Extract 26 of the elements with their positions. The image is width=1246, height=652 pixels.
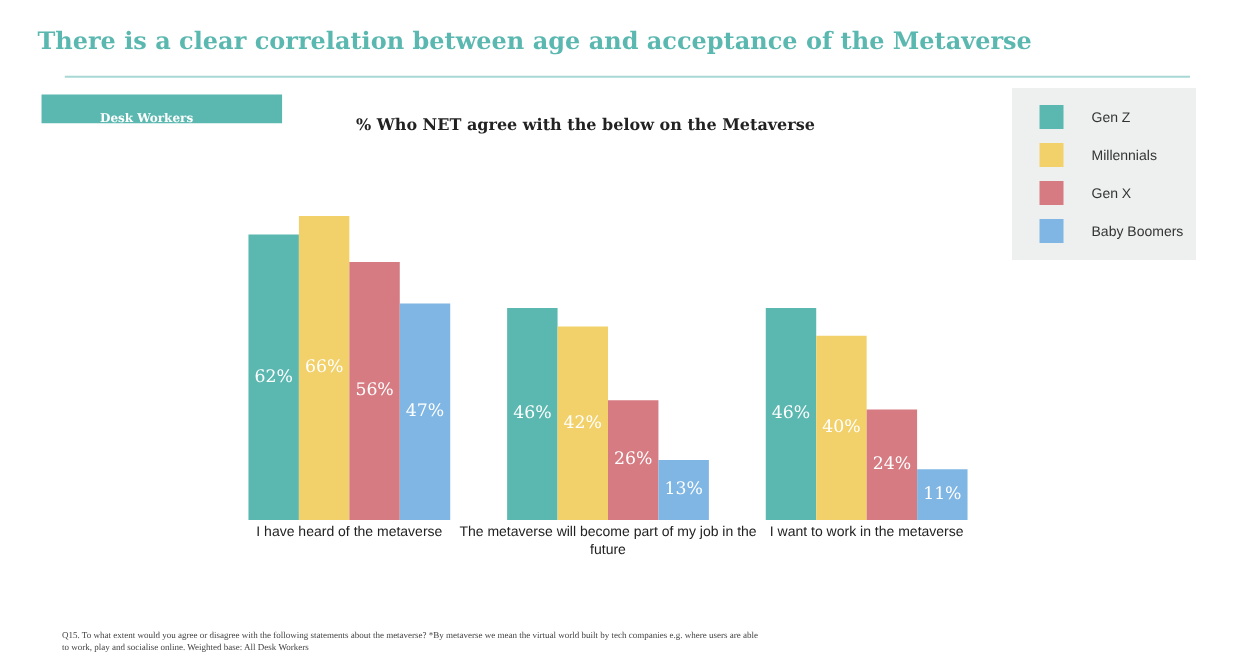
bar	[917, 469, 968, 520]
bar	[866, 409, 918, 520]
data-label: 47%	[405, 402, 445, 423]
bar	[399, 303, 451, 520]
data-label: 62%	[254, 367, 293, 388]
bar	[298, 216, 350, 520]
data-label: 66%	[304, 358, 344, 379]
data-label: 56%	[355, 381, 394, 402]
bar	[816, 335, 867, 520]
data-label: 42%	[563, 413, 602, 434]
data-label: 40%	[822, 418, 861, 439]
data-label: 13%	[664, 480, 703, 501]
data-label: 46%	[771, 404, 811, 425]
chart-subtitle: % Who NET agree with the below on the Metaverse	[356, 114, 815, 134]
data-label: 26%	[614, 450, 653, 471]
data-label: 11%	[923, 484, 962, 505]
bar	[608, 400, 659, 520]
bar	[349, 262, 400, 520]
chart-title: There is a clear correlation between age and acceptance of the Metaverse	[37, 27, 1033, 56]
bar	[557, 326, 608, 520]
bar	[507, 308, 558, 520]
bar	[765, 308, 817, 520]
bar	[248, 234, 299, 520]
data-label: 46%	[513, 404, 552, 425]
data-label: 24%	[872, 455, 912, 476]
bar	[658, 460, 709, 520]
